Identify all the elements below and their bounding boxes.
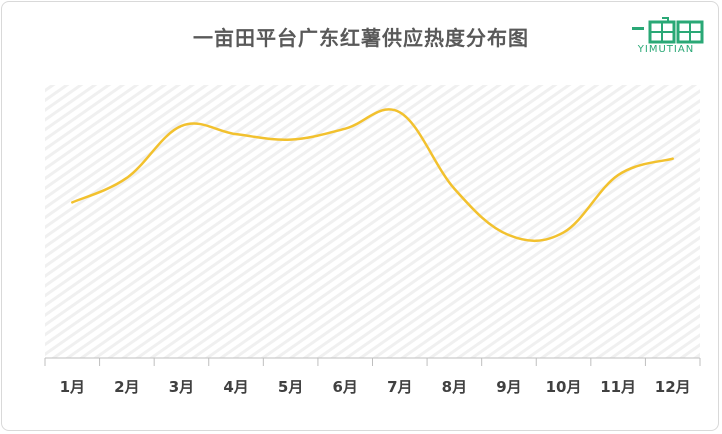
x-tick-label: 6月 [332, 378, 357, 396]
x-tick-label: 4月 [223, 378, 248, 396]
series-line-layer [71, 108, 674, 243]
x-tick-label: 3月 [169, 378, 194, 396]
yimutian-logo-icon [632, 17, 704, 44]
brand-logo: YIMUTIAN [628, 14, 704, 62]
chart-title: 一亩田平台广东红薯供应热度分布图 [193, 26, 529, 50]
x-tick-label: 10月 [546, 378, 582, 396]
x-axis: 1月 2月 3月 4月 5月 6月 7月 8月 9月 10月 11月 12月 [44, 357, 701, 396]
plot-background [45, 85, 700, 358]
x-tick-label: 11月 [600, 378, 636, 396]
x-tick-label: 5月 [278, 378, 303, 396]
x-tick-label: 12月 [655, 378, 691, 396]
x-tick-label: 2月 [114, 378, 139, 396]
x-tick-label: 8月 [442, 378, 467, 396]
x-tick-label: 1月 [60, 378, 85, 396]
plot-area [45, 85, 700, 358]
x-tick-label: 7月 [387, 378, 412, 396]
series-line [71, 108, 674, 243]
x-tick-label: 9月 [496, 378, 521, 396]
logo-text: YIMUTIAN [637, 44, 695, 55]
